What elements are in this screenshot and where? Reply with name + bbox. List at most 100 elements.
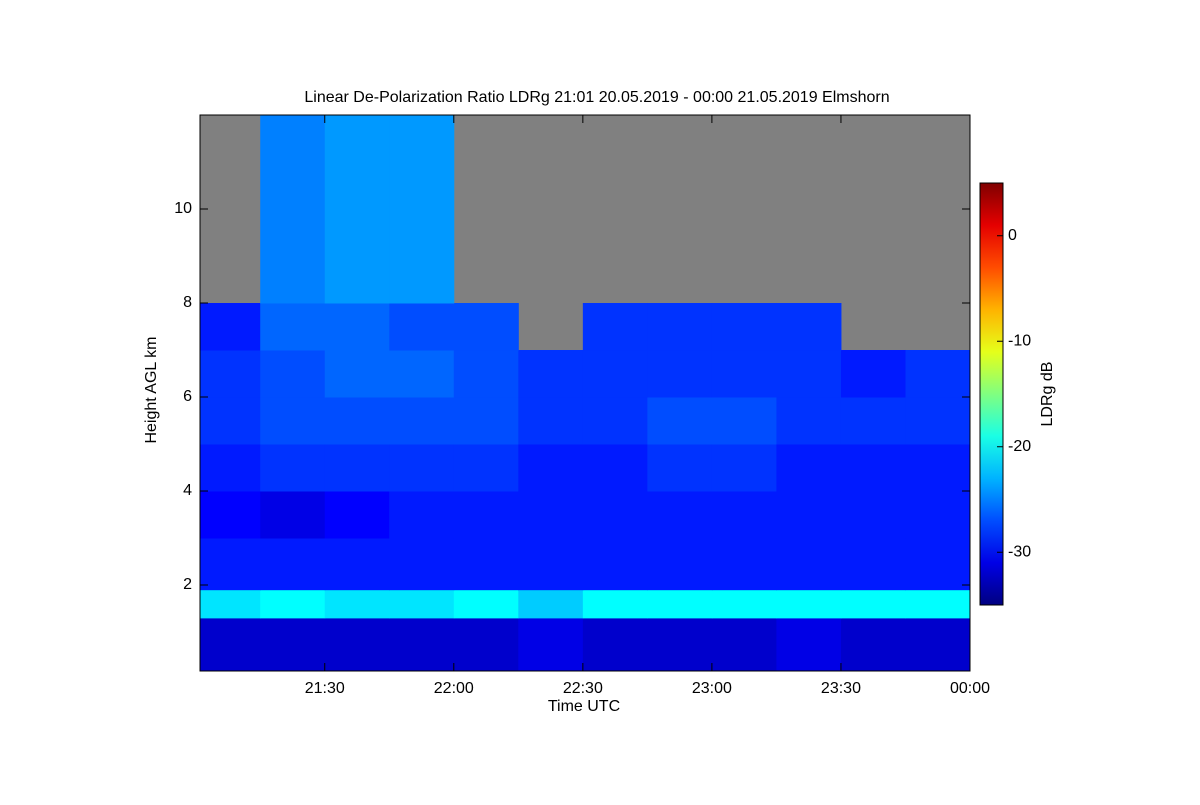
heatmap-cell: [582, 537, 648, 591]
heatmap-cell: [647, 396, 713, 445]
heatmap-cell: [260, 537, 326, 591]
heatmap-cell: [389, 302, 455, 351]
heatmap-cell: [711, 396, 777, 445]
heatmap-cell: [647, 617, 713, 672]
x-tick-label: 21:30: [305, 680, 345, 697]
heatmap-cell: [389, 443, 455, 492]
heatmap-cell: [711, 589, 777, 619]
heatmap-cell: [776, 349, 842, 398]
heatmap-cell: [518, 490, 584, 539]
heatmap-cell: [905, 443, 971, 492]
heatmap-cell: [711, 302, 777, 351]
heatmap-cell: [647, 589, 713, 619]
heatmap-cell: [776, 443, 842, 492]
heatmap-cell: [776, 302, 842, 351]
heatmap-cell: [518, 443, 584, 492]
heatmap-cell: [518, 349, 584, 398]
heatmap-cell: [200, 349, 261, 398]
heatmap-cell: [260, 302, 326, 351]
heatmap-cell: [711, 490, 777, 539]
heatmap-cell: [324, 349, 390, 398]
heatmap-cell: [453, 617, 519, 672]
heatmap-cell: [905, 349, 971, 398]
heatmap-cell: [905, 589, 971, 619]
heatmap-cell: [453, 589, 519, 619]
heatmap-cell: [389, 617, 455, 672]
heatmap-cell: [453, 490, 519, 539]
colorbar-tick-label: -20: [1008, 438, 1031, 455]
heatmap-cell: [840, 537, 906, 591]
y-tick-label: 2: [183, 576, 192, 593]
heatmap-cell: [324, 537, 390, 591]
heatmap-cell: [711, 349, 777, 398]
x-tick-label: 00:00: [950, 680, 990, 697]
heatmap-cell: [582, 443, 648, 492]
heatmap-cell: [200, 490, 261, 539]
heatmap-cell: [260, 349, 326, 398]
heatmap-cell: [389, 490, 455, 539]
heatmap-cell: [260, 396, 326, 445]
heatmap-cell: [840, 617, 906, 672]
heatmap-cell: [776, 589, 842, 619]
heatmap-cell: [840, 589, 906, 619]
heatmap-cell: [200, 617, 261, 672]
y-tick-label: 8: [183, 294, 192, 311]
heatmap-cell: [905, 396, 971, 445]
colorbar-tick-label: 0: [1008, 227, 1017, 244]
colorbar: [979, 182, 1004, 606]
heatmap-cell: [389, 589, 455, 619]
colorbar-tick-label: -30: [1008, 543, 1031, 560]
x-tick-label: 22:30: [563, 680, 603, 697]
heatmap-cell: [200, 537, 261, 591]
heatmap-cell: [324, 589, 390, 619]
heatmap-cell: [582, 490, 648, 539]
heatmap-cell: [711, 443, 777, 492]
heatmap-cell: [260, 589, 326, 619]
heatmap-cell: [840, 396, 906, 445]
heatmap-cell: [776, 617, 842, 672]
heatmap-cell: [518, 537, 584, 591]
heatmap-cell: [453, 302, 519, 351]
heatmap-cell: [840, 490, 906, 539]
colorbar-label: LDRg dB: [1039, 362, 1056, 427]
heatmap-cell: [260, 490, 326, 539]
heatmap-cell: [324, 302, 390, 351]
heatmap-cell: [647, 443, 713, 492]
heatmap-cell: [389, 396, 455, 445]
heatmap-cell: [905, 617, 971, 672]
heatmap-cell: [260, 115, 326, 304]
heatmap-cell: [324, 396, 390, 445]
heatmap-cell: [840, 443, 906, 492]
heatmap-cell: [324, 490, 390, 539]
heatmap-cell: [518, 589, 584, 619]
heatmap-cell: [711, 537, 777, 591]
plot-frame: [199, 114, 971, 672]
heatmap-cell: [582, 589, 648, 619]
heatmap-cell: [200, 589, 261, 619]
heatmap-cell: [582, 302, 648, 351]
heatmap-cell: [711, 617, 777, 672]
y-tick-label: 4: [183, 482, 192, 499]
heatmap-cell: [582, 617, 648, 672]
heatmap-cell: [389, 115, 455, 304]
heatmap-cell: [389, 349, 455, 398]
heatmap-cell: [905, 537, 971, 591]
heatmap-cell: [200, 302, 261, 351]
heatmap-cell: [647, 490, 713, 539]
chart-title: Linear De-Polarization Ratio LDRg 21:01 …: [304, 89, 889, 106]
heatmap-cell: [840, 349, 906, 398]
heatmap-cell: [776, 396, 842, 445]
x-axis-label: Time UTC: [548, 698, 620, 715]
heatmap-cell: [582, 349, 648, 398]
heatmap-cell: [324, 115, 390, 304]
x-tick-label: 22:00: [434, 680, 474, 697]
y-tick-label: 6: [183, 388, 192, 405]
heatmap-cell: [647, 302, 713, 351]
y-tick-label: 10: [174, 200, 192, 217]
heatmap-cell: [453, 537, 519, 591]
heatmap-cell: [905, 490, 971, 539]
heatmap-cell: [200, 443, 261, 492]
heatmap-cell: [582, 396, 648, 445]
heatmap-cell: [776, 490, 842, 539]
